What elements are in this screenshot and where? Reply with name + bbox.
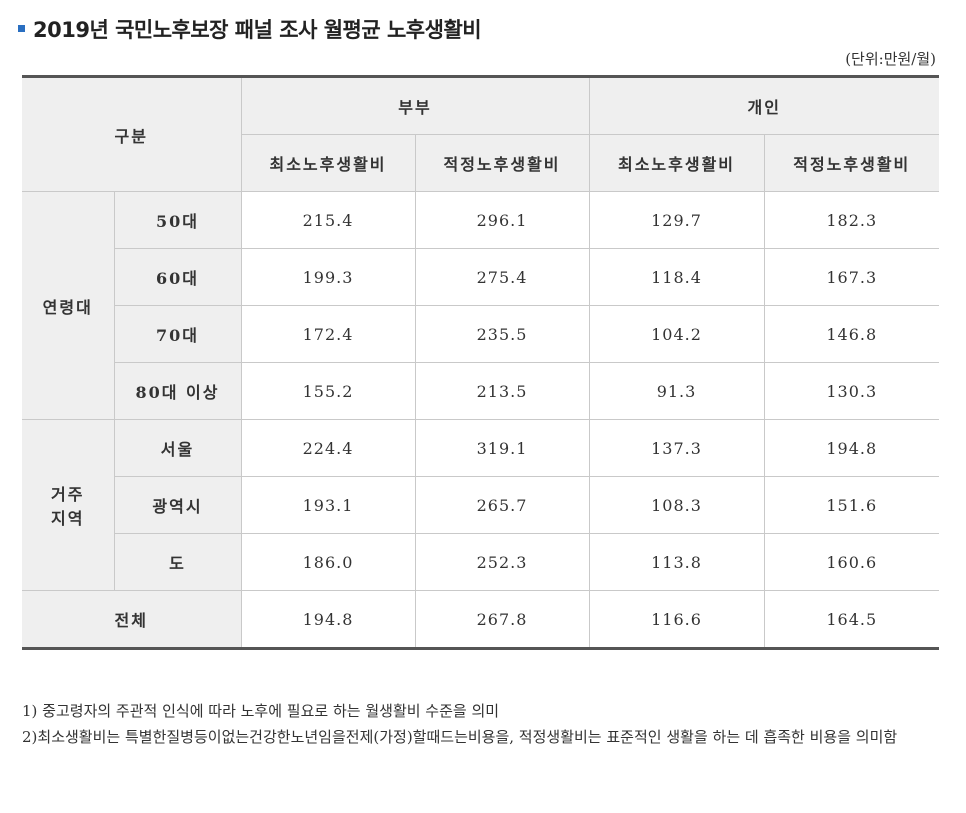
cell-value: 130.3 (763, 362, 939, 420)
header-individual: 개인 (588, 75, 939, 135)
row-label: 60대 (114, 248, 242, 306)
cell-value: 235.5 (414, 305, 590, 363)
total-row: 전체 194.8 267.8 116.6 164.5 (22, 590, 939, 650)
cell-value: 160.6 (763, 533, 939, 591)
cell-value: 155.2 (240, 362, 416, 420)
table-row: 도 186.0 252.3 113.8 160.6 (22, 533, 939, 591)
table-row: 70대 172.4 235.5 104.2 146.8 (22, 305, 939, 363)
row-label: 서울 (113, 419, 242, 477)
cell-value: 104.2 (588, 305, 765, 363)
cell-value: 319.1 (414, 419, 590, 477)
cell-value: 193.1 (240, 476, 416, 534)
cell-value: 116.6 (588, 590, 765, 650)
square-bullet-icon (18, 24, 25, 32)
cell-value: 118.4 (588, 248, 765, 306)
cell-value: 164.5 (763, 590, 939, 650)
cell-value: 182.3 (763, 191, 939, 249)
row-label: 80대 이상 (114, 362, 242, 420)
living-cost-table: 구분 부부 개인 최소노후생활비 적정노후생활비 최소노후생활비 적정노후생활비… (22, 75, 939, 650)
cell-value: 172.4 (240, 305, 416, 363)
cell-value: 296.1 (414, 191, 590, 249)
header-couple-proper: 적정노후생활비 (414, 134, 590, 192)
footnote-1: 1) 중고령자의 주관적 인식에 따라 노후에 필요로 하는 월생활비 수준을 … (22, 702, 500, 720)
header-individual-min: 최소노후생활비 (588, 134, 765, 192)
page-title: 2019년 국민노후보장 패널 조사 월평균 노후생활비 (18, 14, 482, 44)
cell-value: 265.7 (414, 476, 590, 534)
total-label: 전체 (22, 590, 242, 650)
cell-value: 252.3 (414, 533, 590, 591)
cell-value: 199.3 (240, 248, 416, 306)
footnote-2: 2)최소생활비는 특별한질병등이없는건강한노년임을전제(가정)할때드는비용을, … (22, 728, 898, 746)
cell-value: 151.6 (763, 476, 939, 534)
row-label: 도 (114, 533, 242, 591)
cell-value: 129.7 (588, 191, 765, 249)
unit-label: (단위:만원/월) (845, 50, 936, 68)
cell-value: 146.8 (763, 305, 939, 363)
cell-value: 267.8 (414, 590, 590, 650)
group-region-line2: 지역 (51, 509, 85, 528)
cell-value: 224.4 (240, 419, 416, 477)
cell-value: 113.8 (588, 533, 765, 591)
row-label: 70대 (114, 305, 242, 363)
cell-value: 194.8 (763, 419, 939, 477)
cell-value: 215.4 (240, 191, 416, 249)
footnotes: 1) 중고령자의 주관적 인식에 따라 노후에 필요로 하는 월생활비 수준을 … (22, 698, 952, 750)
title-text: 2019년 국민노후보장 패널 조사 월평균 노후생활비 (33, 18, 482, 42)
header-category: 구분 (22, 75, 242, 192)
cell-value: 275.4 (414, 248, 590, 306)
cell-value: 167.3 (763, 248, 939, 306)
table-row: 광역시 193.1 265.7 108.3 151.6 (22, 476, 939, 534)
group-region-line1: 거주 (51, 485, 85, 504)
row-label: 50대 (113, 191, 242, 249)
row-label: 광역시 (114, 476, 242, 534)
table-row: 60대 199.3 275.4 118.4 167.3 (22, 248, 939, 306)
cell-value: 213.5 (414, 362, 590, 420)
header-row-1: 구분 부부 개인 (22, 75, 939, 192)
table-row: 연령대 50대 215.4 296.1 129.7 182.3 (22, 191, 939, 420)
cell-value: 91.3 (588, 362, 765, 420)
cell-value: 108.3 (588, 476, 765, 534)
cell-value: 137.3 (588, 419, 765, 477)
header-couple-min: 최소노후생활비 (241, 134, 416, 192)
cell-value: 194.8 (240, 590, 416, 650)
group-age: 연령대 (22, 191, 115, 420)
header-couple: 부부 (240, 75, 590, 135)
header-individual-proper: 적정노후생활비 (763, 134, 939, 192)
table-row: 80대 이상 155.2 213.5 91.3 130.3 (22, 362, 939, 420)
cell-value: 186.0 (240, 533, 416, 591)
